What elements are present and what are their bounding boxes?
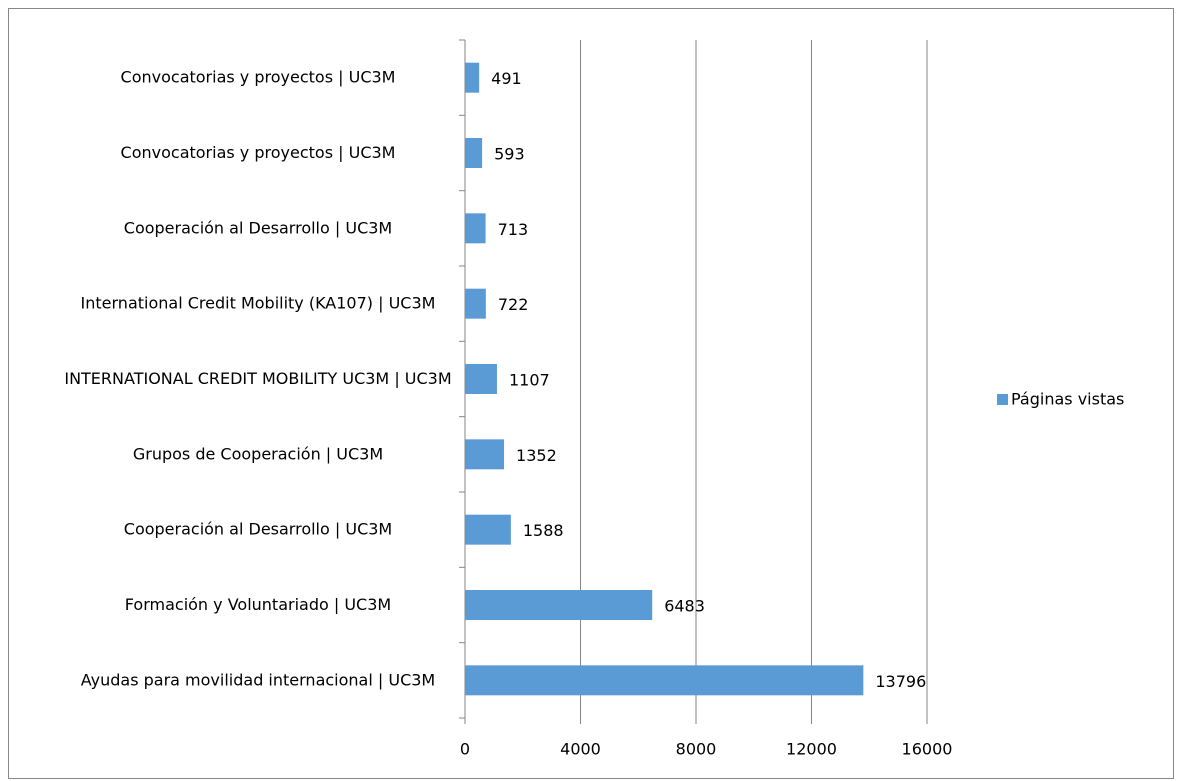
legend-label: Páginas vistas	[1011, 390, 1124, 409]
legend-swatch	[997, 394, 1008, 405]
x-tick-label: 4000	[560, 740, 601, 759]
bar	[465, 62, 480, 93]
data-label: 593	[494, 145, 525, 164]
data-label: 1352	[516, 446, 557, 465]
y-tick-label: Convocatorias y proyectos | UC3M	[121, 143, 396, 162]
label-line: International Credit Mobility (KA107) | …	[81, 293, 436, 312]
bar	[465, 288, 486, 319]
y-tick-label: Convocatorias y proyectos | UC3M	[121, 67, 396, 86]
data-label: 491	[491, 69, 522, 88]
y-tick-label: Cooperación al Desarrollo | UC3M	[124, 218, 392, 237]
bar	[465, 138, 483, 168]
data-label: 6483	[664, 597, 705, 616]
x-tick-label: 0	[460, 740, 470, 759]
x-tick-label: 16000	[902, 740, 953, 759]
bar	[465, 665, 864, 696]
y-tick-label: Ayudas para movilidad internacional | UC…	[81, 670, 435, 689]
x-tick-label: 8000	[676, 740, 717, 759]
label-line: INTERNATIONAL CREDIT MOBILITY UC3M | UC3…	[64, 369, 451, 388]
y-tick-label: Grupos de Cooperación | UC3M	[133, 444, 383, 463]
label-line: Ayudas para movilidad internacional | UC…	[81, 670, 435, 689]
data-label: 1588	[523, 521, 564, 540]
data-label: 722	[498, 295, 529, 314]
label-line: Formación y Voluntariado | UC3M	[125, 595, 391, 614]
label-line: Cooperación al Desarrollo | UC3M	[124, 218, 392, 237]
y-tick-label: Formación y Voluntariado | UC3M	[125, 595, 391, 614]
chart-frame	[8, 8, 1174, 779]
data-label: 13796	[875, 672, 926, 691]
bar	[465, 439, 505, 470]
bar	[465, 213, 486, 244]
data-label: 1107	[509, 371, 550, 390]
label-line: Grupos de Cooperación | UC3M	[133, 444, 383, 463]
bar	[465, 364, 497, 394]
label-line: Cooperación al Desarrollo | UC3M	[124, 519, 392, 538]
label-line: Convocatorias y proyectos | UC3M	[121, 67, 396, 86]
x-tick-label: 12000	[786, 740, 837, 759]
bar	[465, 590, 653, 620]
y-tick-label: International Credit Mobility (KA107) | …	[81, 293, 436, 312]
bar	[465, 514, 511, 545]
data-label: 713	[498, 220, 529, 239]
label-line: Convocatorias y proyectos | UC3M	[121, 143, 396, 162]
y-tick-label: INTERNATIONAL CREDIT MOBILITY UC3M | UC3…	[64, 369, 451, 388]
y-tick-label: Cooperación al Desarrollo | UC3M	[124, 519, 392, 538]
